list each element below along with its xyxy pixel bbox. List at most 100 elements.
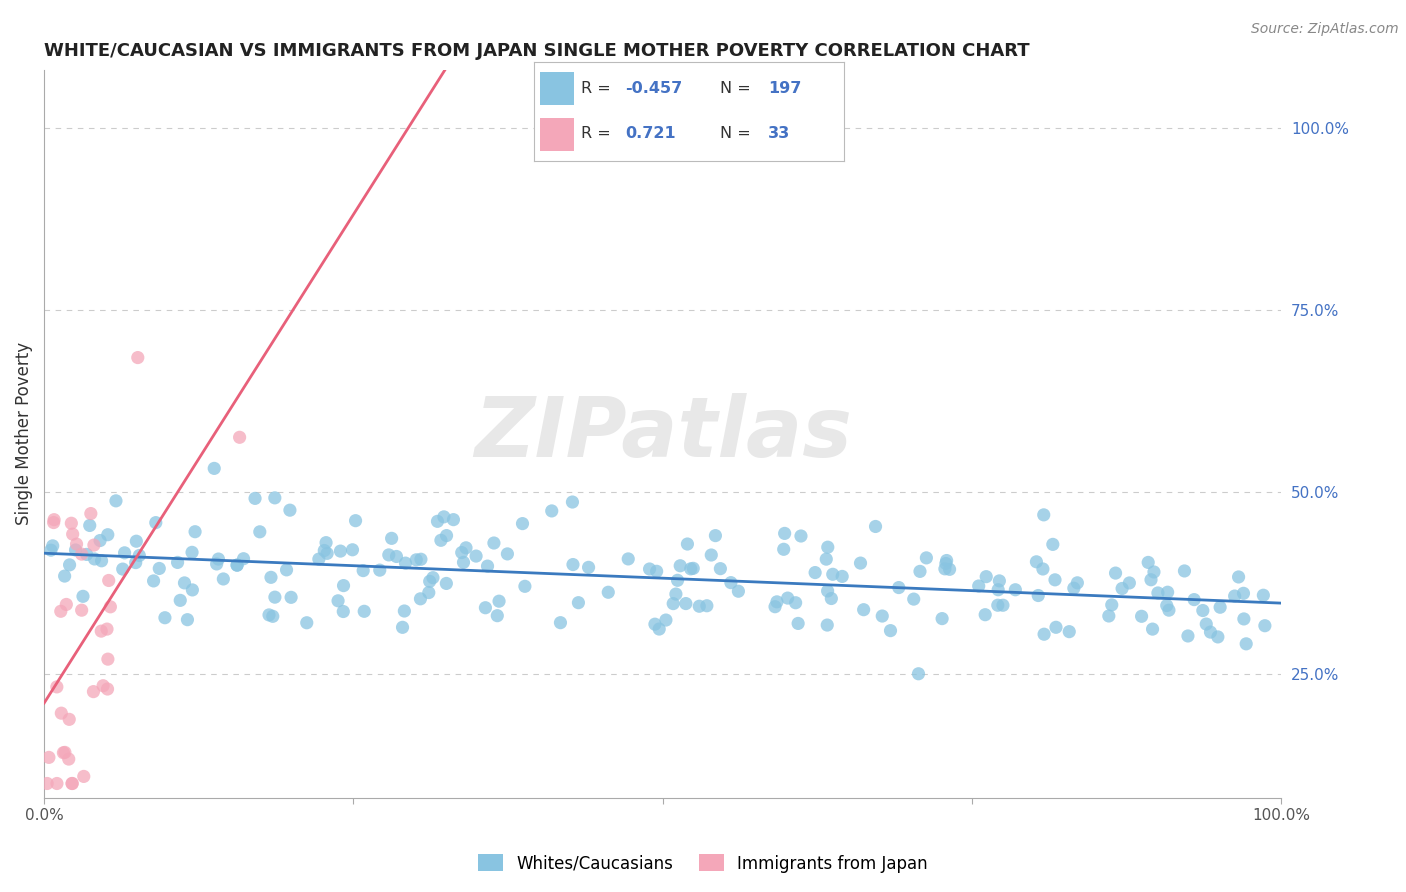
Point xyxy=(314,543,336,558)
Point xyxy=(700,548,723,562)
Point xyxy=(111,562,134,576)
Text: N =: N = xyxy=(720,126,756,141)
Point xyxy=(125,534,148,549)
Point xyxy=(1101,598,1123,612)
Point xyxy=(173,575,195,590)
Point xyxy=(773,526,796,541)
Point xyxy=(342,542,364,557)
Point xyxy=(679,562,702,576)
Point xyxy=(645,564,668,578)
Point xyxy=(58,752,80,766)
Point xyxy=(776,591,799,605)
Point xyxy=(181,582,204,597)
Point xyxy=(772,542,794,557)
Point xyxy=(127,351,149,365)
Point xyxy=(90,624,112,639)
Point xyxy=(228,430,250,444)
Point xyxy=(97,574,120,588)
Point xyxy=(669,558,692,573)
Point xyxy=(512,516,534,531)
Point xyxy=(97,527,120,541)
Point xyxy=(45,776,67,790)
Point xyxy=(1156,585,1178,599)
Point xyxy=(1234,637,1257,651)
Point xyxy=(76,548,98,562)
Point xyxy=(70,603,93,617)
Point xyxy=(815,618,838,632)
Text: WHITE/CAUCASIAN VS IMMIGRANTS FROM JAPAN SINGLE MOTHER POVERTY CORRELATION CHART: WHITE/CAUCASIAN VS IMMIGRANTS FROM JAPAN… xyxy=(44,42,1029,60)
Point xyxy=(315,535,337,549)
Point xyxy=(226,558,249,573)
Text: 33: 33 xyxy=(768,126,790,141)
Point xyxy=(55,598,77,612)
Point xyxy=(655,613,678,627)
Point xyxy=(849,556,872,570)
Point xyxy=(176,613,198,627)
Point xyxy=(865,519,887,533)
Point xyxy=(540,504,562,518)
Point xyxy=(804,566,827,580)
Point xyxy=(153,611,176,625)
Point xyxy=(991,599,1014,613)
Point xyxy=(368,563,391,577)
Point xyxy=(148,561,170,575)
Point xyxy=(394,556,416,570)
Point xyxy=(567,596,589,610)
Point xyxy=(60,516,83,531)
Point xyxy=(1032,562,1054,576)
Point xyxy=(53,745,76,759)
Point xyxy=(184,524,207,539)
Point xyxy=(90,554,112,568)
Point xyxy=(820,591,842,606)
Point xyxy=(249,524,271,539)
Point xyxy=(169,593,191,607)
Point xyxy=(260,570,283,584)
Text: 197: 197 xyxy=(768,81,801,96)
Point xyxy=(96,681,118,696)
Point xyxy=(385,549,408,564)
Point xyxy=(276,563,298,577)
Point xyxy=(51,706,73,721)
Point xyxy=(550,615,572,630)
Point xyxy=(1118,576,1140,591)
Point xyxy=(280,591,302,605)
Point xyxy=(1042,537,1064,551)
Point xyxy=(766,595,789,609)
Point xyxy=(1173,564,1195,578)
Point xyxy=(42,516,65,530)
Point xyxy=(60,776,83,790)
Point xyxy=(821,567,844,582)
Point xyxy=(870,609,893,624)
Point xyxy=(96,622,118,636)
Point xyxy=(436,528,458,542)
Point xyxy=(817,540,839,554)
Point xyxy=(477,559,499,574)
Point xyxy=(278,503,301,517)
Point xyxy=(58,712,80,726)
Point xyxy=(935,557,957,571)
Point xyxy=(1195,617,1218,632)
Y-axis label: Single Mother Poverty: Single Mother Poverty xyxy=(15,343,32,525)
Point xyxy=(1233,612,1256,626)
Point xyxy=(787,616,810,631)
Point xyxy=(232,551,254,566)
Point xyxy=(41,539,63,553)
Point xyxy=(212,572,235,586)
Point xyxy=(1157,603,1180,617)
Text: 0.721: 0.721 xyxy=(626,126,676,141)
Point xyxy=(852,603,875,617)
Point xyxy=(496,547,519,561)
Point xyxy=(931,612,953,626)
Point xyxy=(1025,555,1047,569)
Point xyxy=(974,569,997,583)
Text: ZIPatlas: ZIPatlas xyxy=(474,393,852,475)
Point xyxy=(1033,627,1056,641)
Point xyxy=(665,587,688,601)
Point xyxy=(486,608,509,623)
Point xyxy=(332,605,354,619)
Point xyxy=(1227,570,1250,584)
Point xyxy=(938,562,960,576)
Point xyxy=(1057,624,1080,639)
Point xyxy=(688,599,710,614)
Point xyxy=(578,560,600,574)
